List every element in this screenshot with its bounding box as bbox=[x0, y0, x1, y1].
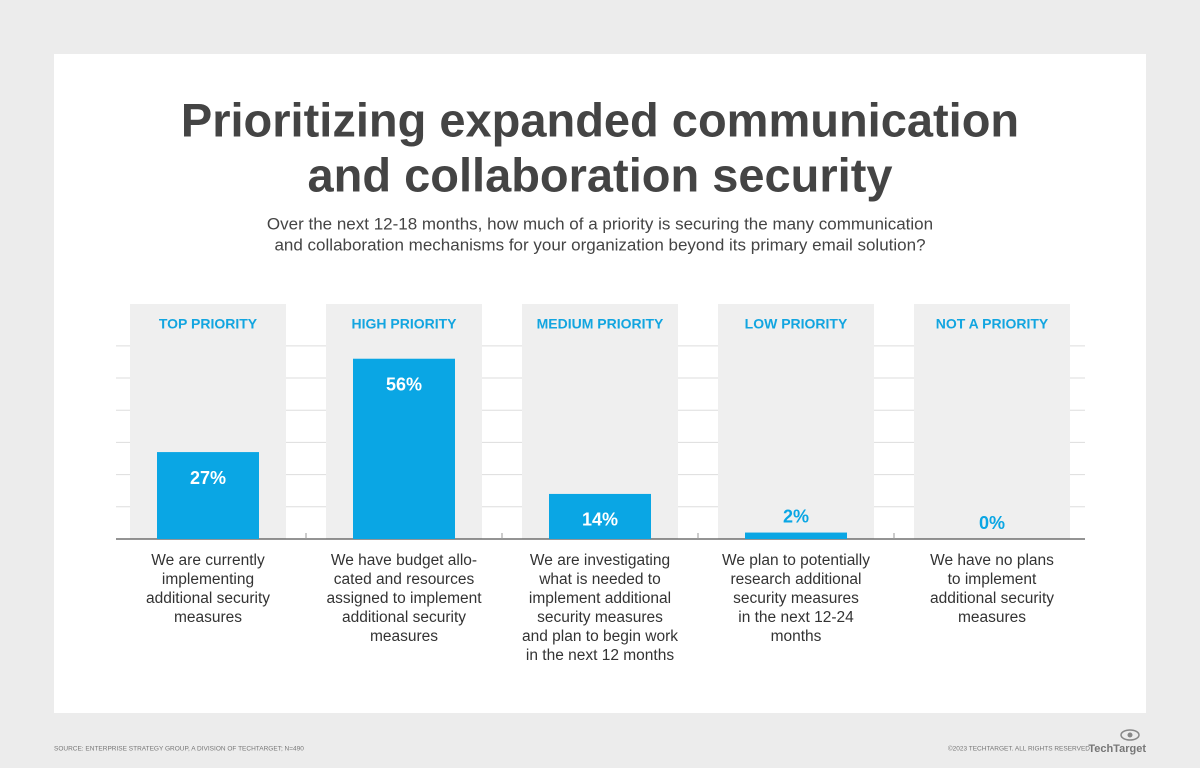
description-line: measures bbox=[174, 609, 242, 626]
bar bbox=[549, 493, 651, 539]
description-line: implement additional bbox=[529, 590, 671, 607]
bar bbox=[353, 358, 455, 539]
logo: TechTarget bbox=[1088, 743, 1146, 755]
description-line: to implement bbox=[948, 571, 1037, 588]
column-panel bbox=[914, 304, 1070, 539]
description-line: We have budget allo- bbox=[331, 552, 477, 569]
bar bbox=[745, 532, 847, 539]
category-label: NOT A PRIORITY bbox=[936, 316, 1049, 332]
description-line: We plan to potentially bbox=[722, 552, 870, 569]
description-line: security measures bbox=[537, 609, 663, 626]
value-label: 0% bbox=[979, 513, 1005, 533]
description-line: what is needed to bbox=[538, 571, 661, 588]
description-line: security measures bbox=[733, 590, 859, 607]
category-label: MEDIUM PRIORITY bbox=[537, 316, 664, 332]
description-line: months bbox=[771, 628, 822, 645]
value-label: 56% bbox=[386, 374, 422, 394]
description-line: We are investigating bbox=[530, 552, 670, 569]
value-label: 14% bbox=[582, 510, 618, 530]
subtitle-line: Over the next 12-18 months, how much of … bbox=[267, 214, 933, 233]
description-line: We are currently bbox=[151, 552, 265, 569]
copyright: ©2023 TECHTARGET. ALL RIGHTS RESERVED bbox=[948, 745, 1090, 753]
subtitle-line: and collaboration mechanisms for your or… bbox=[274, 235, 925, 254]
column-panel bbox=[718, 304, 874, 539]
description-line: research additional bbox=[731, 571, 862, 588]
description-line: We have no plans bbox=[930, 552, 1054, 569]
title-line: and collaboration security bbox=[307, 148, 892, 201]
description-line: cated and resources bbox=[334, 571, 475, 588]
description-line: measures bbox=[370, 628, 438, 645]
category-label: TOP PRIORITY bbox=[159, 316, 258, 332]
category-label: HIGH PRIORITY bbox=[351, 316, 457, 332]
description-line: additional security bbox=[342, 609, 466, 626]
description-line: in the next 12 months bbox=[526, 647, 674, 664]
bar bbox=[157, 452, 259, 539]
grid bbox=[116, 304, 1085, 540]
description-line: measures bbox=[958, 609, 1026, 626]
value-label: 2% bbox=[783, 506, 809, 526]
description-line: additional security bbox=[930, 590, 1054, 607]
category-label: LOW PRIORITY bbox=[745, 316, 848, 332]
description-line: and plan to begin work bbox=[522, 628, 678, 645]
source: SOURCE: ENTERPRISE STRATEGY GROUP, A DIV… bbox=[54, 746, 304, 753]
description-line: implementing bbox=[162, 571, 254, 588]
title-line: Prioritizing expanded communication bbox=[181, 93, 1019, 146]
logo-icon bbox=[1120, 729, 1140, 741]
description-line: in the next 12-24 bbox=[738, 609, 854, 626]
plot: TOP PRIORITY 27% We are currently implement… bbox=[116, 316, 1085, 664]
description-line: additional security bbox=[146, 590, 270, 607]
value-label: 27% bbox=[190, 468, 226, 488]
description-line: assigned to implement bbox=[326, 590, 482, 607]
